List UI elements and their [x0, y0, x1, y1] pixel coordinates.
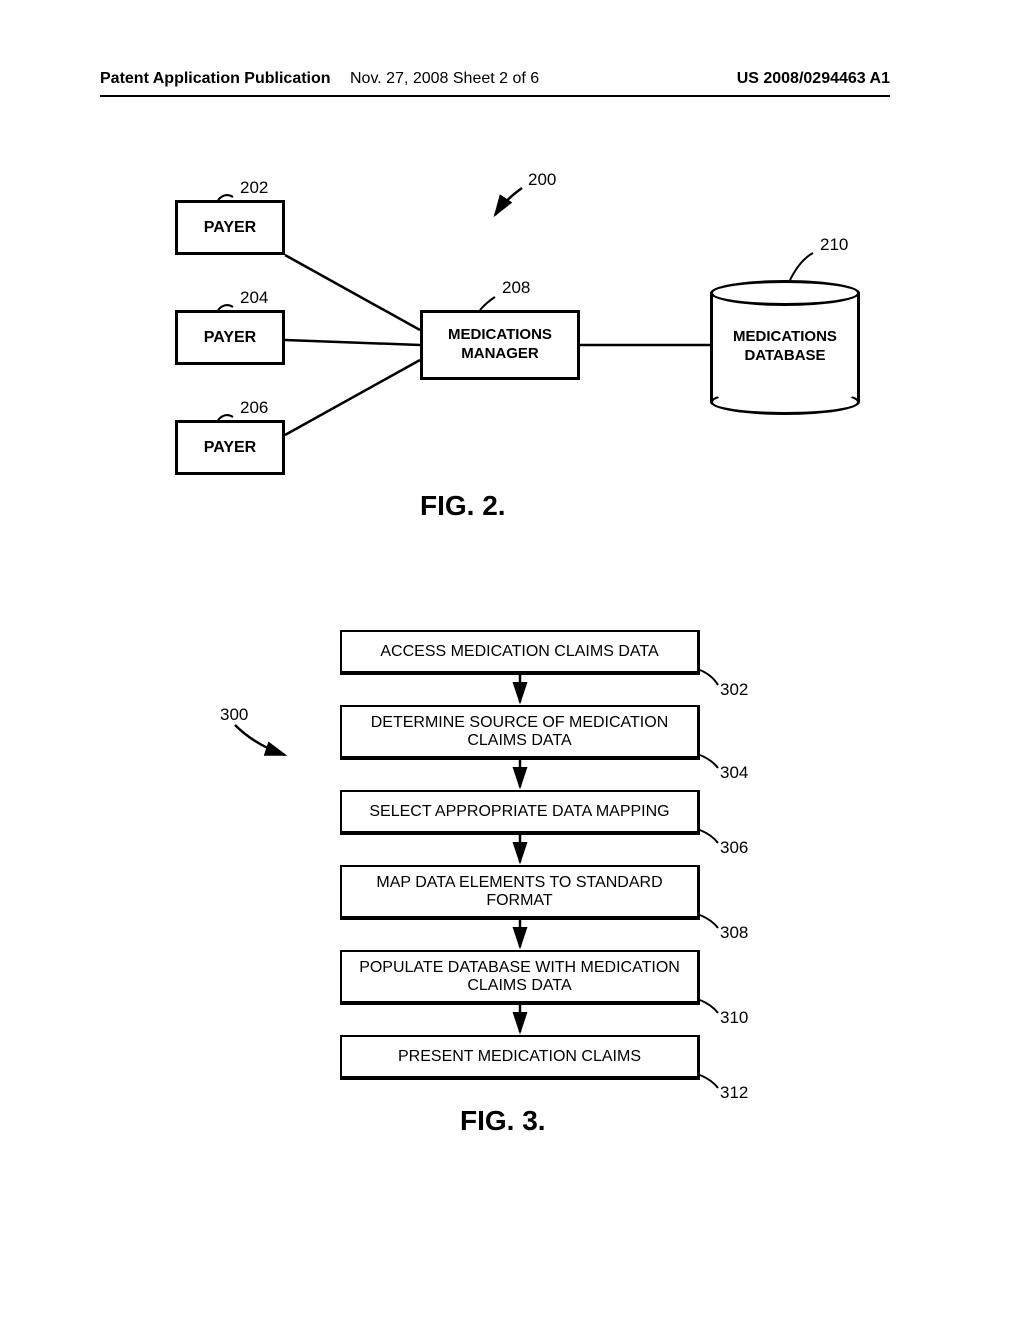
step-310-box: POPULATE DATABASE WITH MEDICATION CLAIMS…: [340, 950, 700, 1005]
header-rule: [100, 95, 890, 97]
step-308-box: MAP DATA ELEMENTS TO STANDARD FORMAT: [340, 865, 700, 920]
ref-304: 304: [720, 763, 748, 783]
payer-label: PAYER: [204, 329, 256, 347]
cylinder-top-ellipse: [710, 280, 860, 306]
header-publication: Patent Application Publication: [100, 70, 331, 88]
step-304-box: DETERMINE SOURCE OF MEDICATION CLAIMS DA…: [340, 705, 700, 760]
step-302-box: ACCESS MEDICATION CLAIMS DATA: [340, 630, 700, 675]
db-label-line1: MEDICATIONS: [733, 328, 837, 345]
ref-306: 306: [720, 838, 748, 858]
fig3-title: FIG. 3.: [460, 1105, 546, 1137]
payer-box-3: PAYER: [175, 420, 285, 475]
step-306-label: SELECT APPROPRIATE DATA MAPPING: [369, 803, 669, 821]
manager-label-line1: MEDICATIONS: [448, 326, 552, 345]
manager-label-line2: MANAGER: [461, 345, 539, 364]
ref-202: 202: [240, 178, 268, 198]
cylinder-bottom-ellipse: [710, 389, 860, 415]
db-label-line2: DATABASE: [744, 347, 825, 364]
payer-label: PAYER: [204, 439, 256, 457]
ref-300: 300: [220, 705, 248, 725]
ref-200: 200: [528, 170, 556, 190]
ref-310: 310: [720, 1008, 748, 1028]
step-308-label: MAP DATA ELEMENTS TO STANDARD FORMAT: [350, 874, 689, 910]
ref-302: 302: [720, 680, 748, 700]
medications-database-cylinder: MEDICATIONS DATABASE: [710, 280, 860, 402]
step-306-box: SELECT APPROPRIATE DATA MAPPING: [340, 790, 700, 835]
header-pub-number: US 2008/0294463 A1: [737, 70, 890, 88]
ref-312: 312: [720, 1083, 748, 1103]
ref-208: 208: [502, 278, 530, 298]
step-312-label: PRESENT MEDICATION CLAIMS: [398, 1048, 641, 1066]
step-304-label: DETERMINE SOURCE OF MEDICATION CLAIMS DA…: [350, 714, 689, 750]
payer-label: PAYER: [204, 219, 256, 237]
ref-308: 308: [720, 923, 748, 943]
payer-box-1: PAYER: [175, 200, 285, 255]
fig2-title: FIG. 2.: [420, 490, 506, 522]
payer-box-2: PAYER: [175, 310, 285, 365]
step-310-label: POPULATE DATABASE WITH MEDICATION CLAIMS…: [350, 959, 689, 995]
cylinder-body: MEDICATIONS DATABASE: [710, 292, 860, 402]
ref-210: 210: [820, 235, 848, 255]
header-date-sheet: Nov. 27, 2008 Sheet 2 of 6: [350, 70, 539, 88]
step-312-box: PRESENT MEDICATION CLAIMS: [340, 1035, 700, 1080]
page-container: Patent Application Publication Nov. 27, …: [0, 0, 1024, 1320]
ref-206: 206: [240, 398, 268, 418]
step-302-label: ACCESS MEDICATION CLAIMS DATA: [380, 643, 658, 661]
ref-204: 204: [240, 288, 268, 308]
medications-manager-box: MEDICATIONS MANAGER: [420, 310, 580, 380]
